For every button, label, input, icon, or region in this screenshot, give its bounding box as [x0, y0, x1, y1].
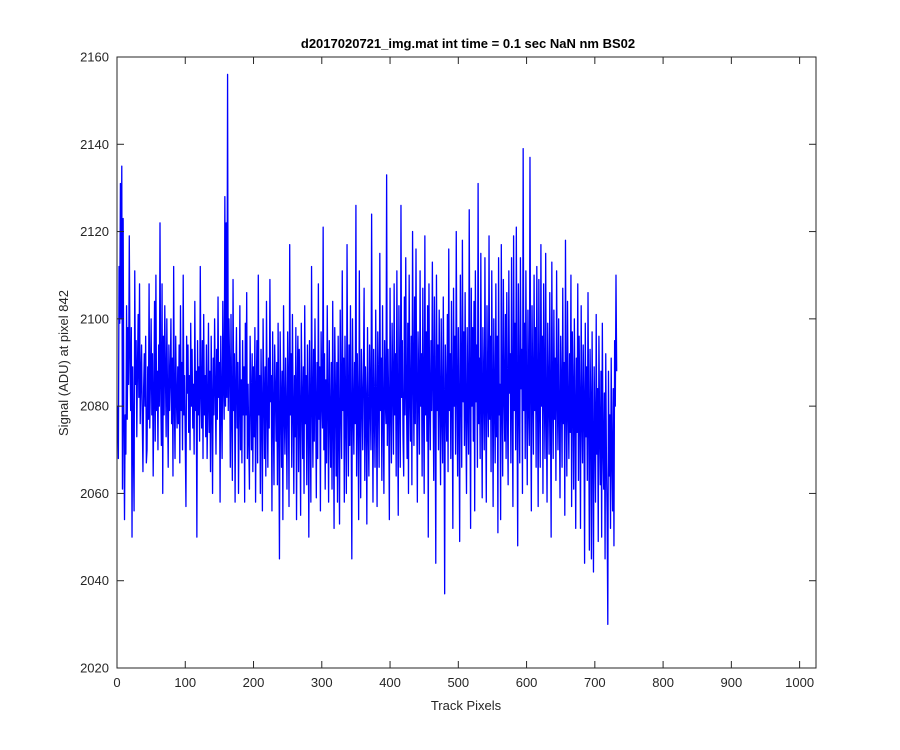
chart-title: d2017020721_img.mat int time = 0.1 sec N… — [301, 36, 635, 51]
x-tick-label: 0 — [113, 675, 120, 690]
y-axis: 2020 2040 2060 2080 2100 2120 2140 2160 — [80, 50, 816, 676]
y-tick-label: 2040 — [80, 573, 109, 588]
y-tick-label: 2100 — [80, 311, 109, 326]
series-line-1 — [117, 73, 618, 626]
x-tick-label: 900 — [721, 675, 743, 690]
y-tick-label: 2140 — [80, 137, 109, 152]
x-tick-label: 600 — [516, 675, 538, 690]
y-tick-label: 2020 — [80, 661, 109, 676]
x-tick-label: 200 — [243, 675, 265, 690]
axes-box — [116, 56, 817, 669]
y-tick-label: 2060 — [80, 486, 109, 501]
x-tick-label: 100 — [174, 675, 196, 690]
x-tick-label: 800 — [652, 675, 674, 690]
x-tick-label: 500 — [447, 675, 469, 690]
x-axis: 0 100 200 300 400 500 600 700 800 900 1000 — [113, 57, 814, 690]
x-tick-label: 400 — [379, 675, 401, 690]
x-tick-label: 300 — [311, 675, 333, 690]
y-tick-label: 2120 — [80, 224, 109, 239]
plot-area — [117, 73, 618, 626]
x-axis-label: Track Pixels — [431, 698, 502, 713]
y-axis-label: Signal (ADU) at pixel 842 — [56, 290, 71, 436]
y-tick-label: 2160 — [80, 50, 109, 65]
y-tick-label: 2080 — [80, 399, 109, 414]
x-tick-label: 700 — [584, 675, 606, 690]
x-tick-label: 1000 — [785, 675, 814, 690]
